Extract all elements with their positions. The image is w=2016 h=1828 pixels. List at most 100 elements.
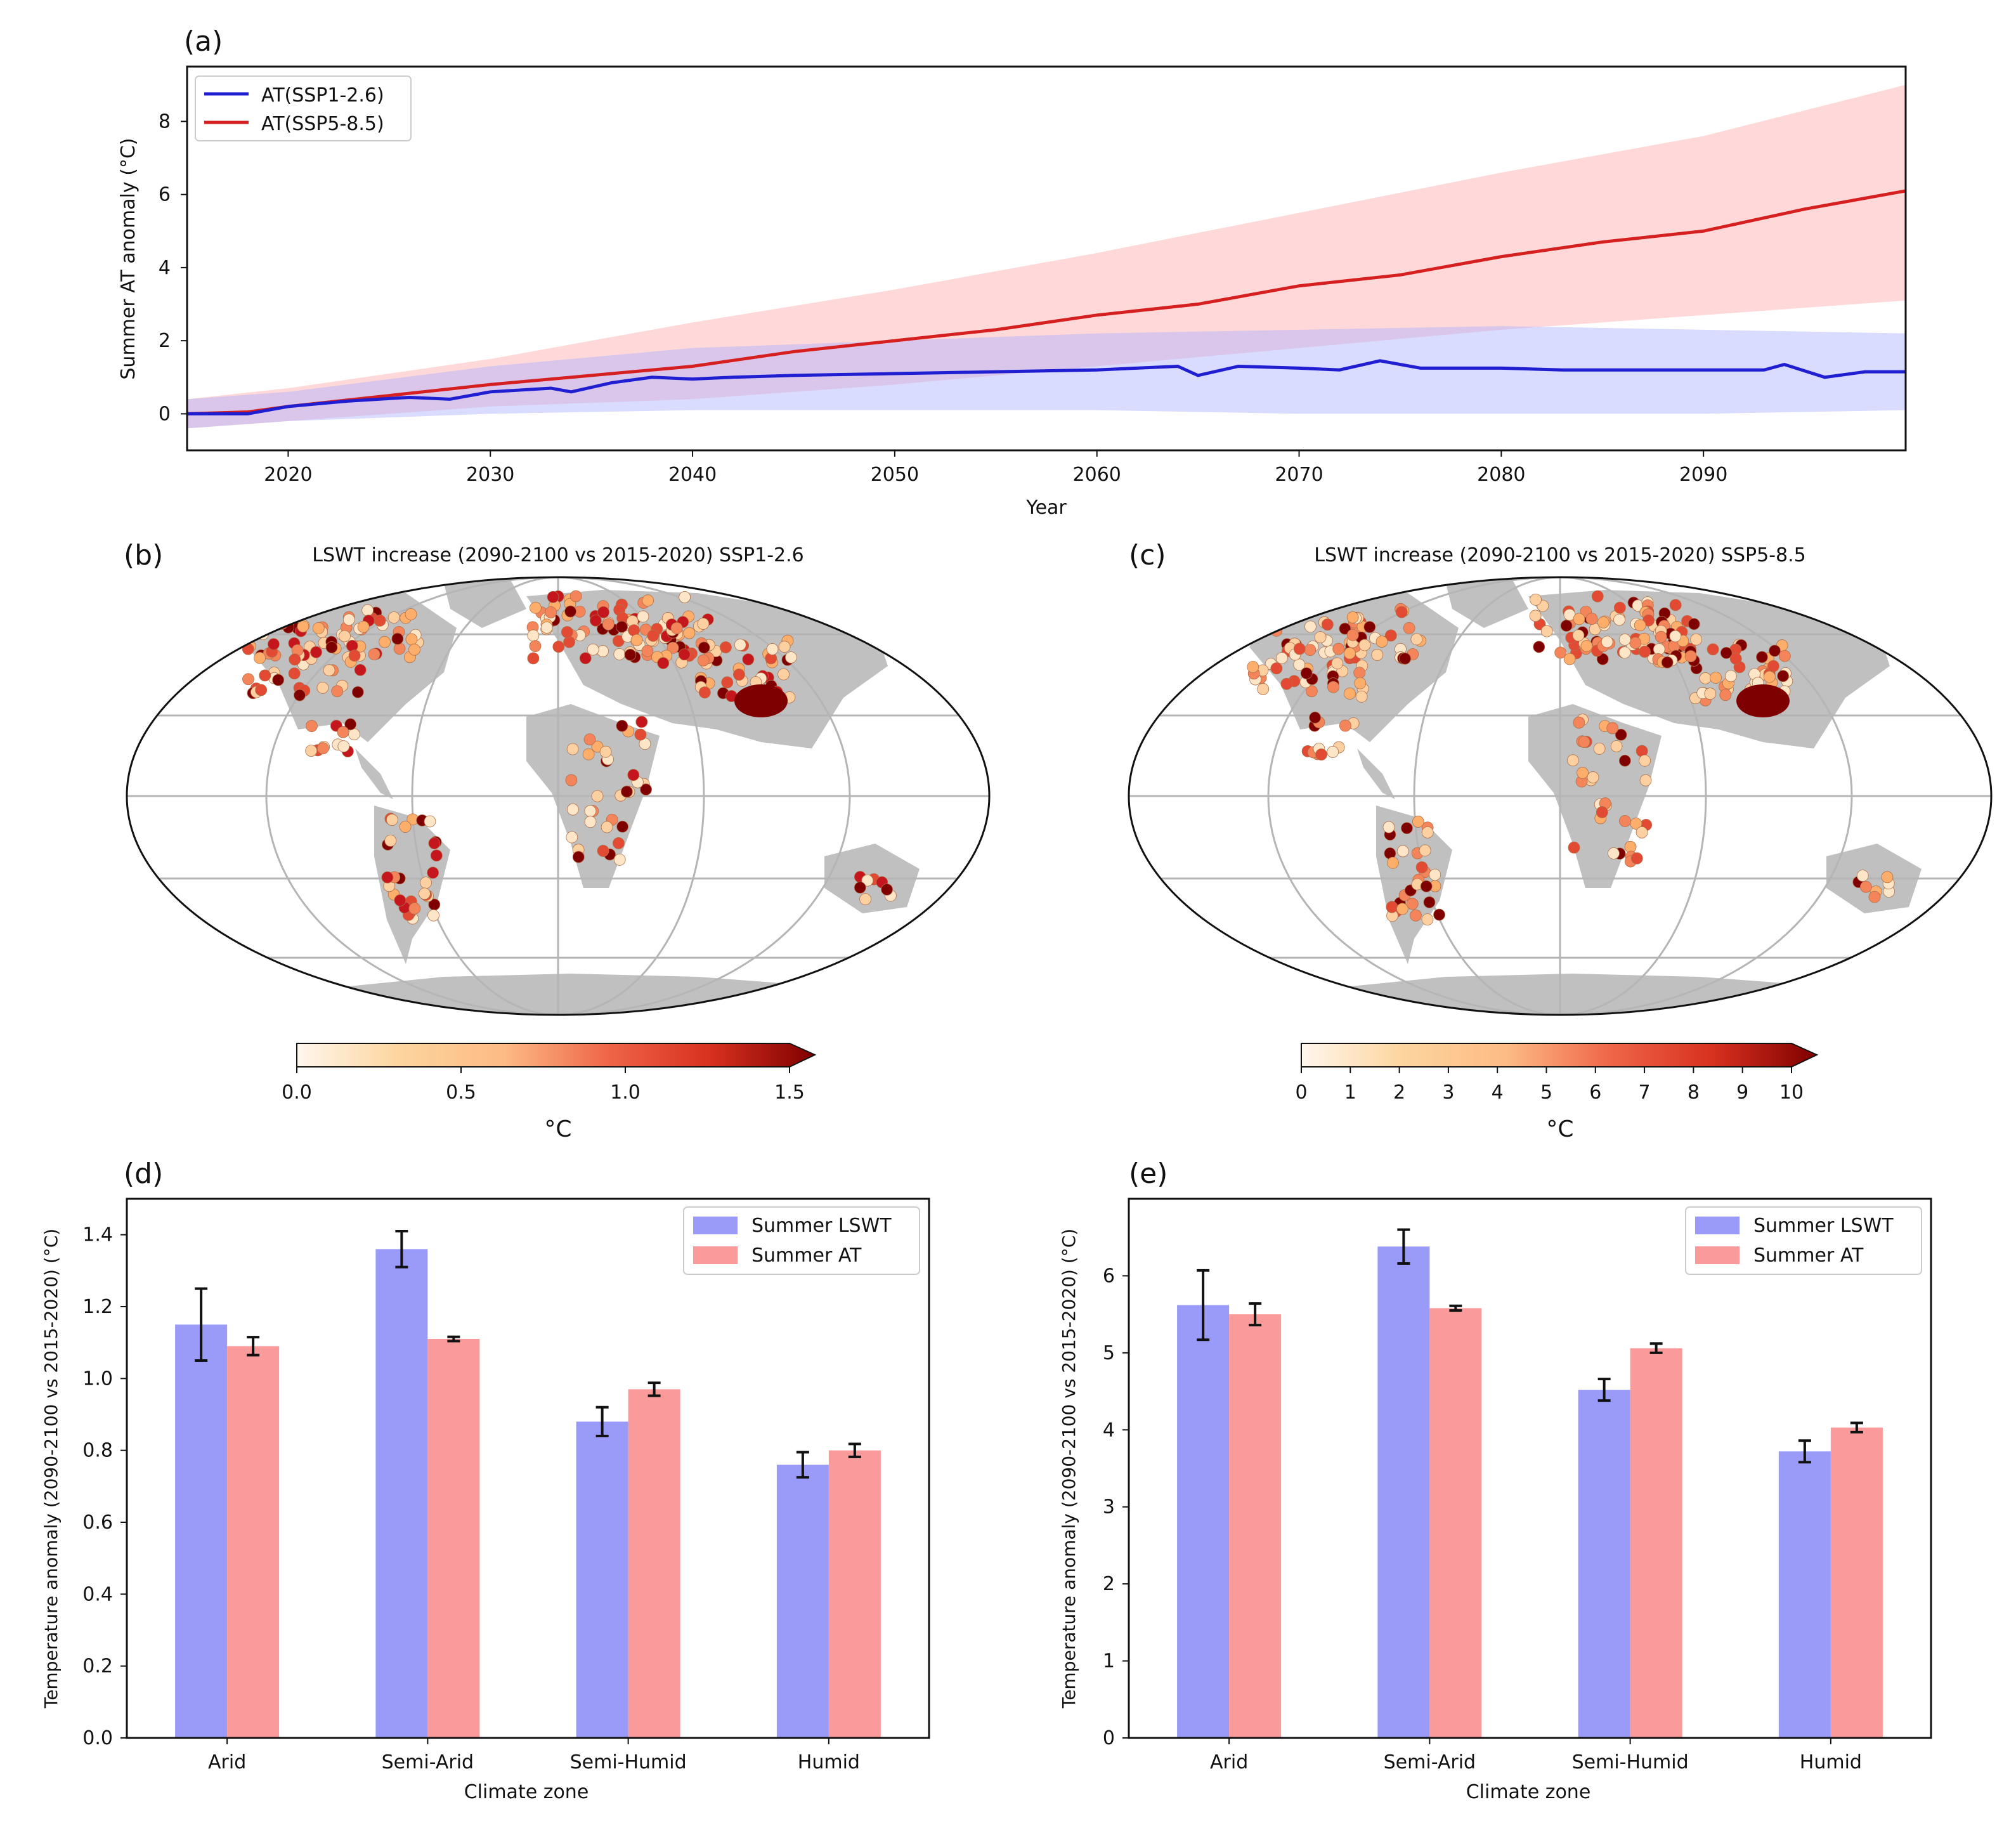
lake-point — [1619, 815, 1631, 827]
lake-point — [1421, 826, 1434, 839]
bar-at — [628, 1389, 680, 1738]
lake-point — [325, 641, 338, 653]
lake-point — [637, 610, 649, 623]
colorbar-tick-label: 1 — [1344, 1081, 1356, 1104]
lake-point — [1327, 681, 1339, 693]
lake-point — [1355, 690, 1368, 703]
lake-point — [294, 689, 306, 702]
lake-point — [1371, 649, 1384, 661]
lake-point — [1304, 620, 1317, 633]
lake-point — [1384, 629, 1397, 642]
lake-point — [250, 620, 263, 633]
lake-point — [620, 785, 633, 798]
lake-point — [1704, 688, 1717, 700]
y-tick-label: 0.4 — [82, 1583, 113, 1605]
bar-at — [1429, 1308, 1482, 1738]
legend-d: Summer LSWT Summer AT — [683, 1206, 920, 1275]
bar-lswt — [175, 1324, 228, 1738]
panel-label-d: (d) — [124, 1158, 163, 1190]
x-tick-label: 2060 — [1073, 464, 1121, 486]
y-tick-label: 0 — [159, 403, 171, 425]
lake-point — [881, 884, 893, 896]
lake-point — [1610, 740, 1623, 752]
bar-lswt — [576, 1421, 628, 1738]
colorbar-tick-label: 8 — [1688, 1081, 1700, 1104]
lake-point — [297, 620, 309, 633]
category-label: Arid — [208, 1751, 246, 1773]
lake-point — [1332, 643, 1345, 655]
lake-point — [1387, 856, 1399, 869]
lake-point — [597, 845, 609, 857]
lake-point — [667, 641, 679, 654]
lake-point — [405, 633, 418, 646]
lake-point — [1613, 601, 1626, 614]
y-tick-label: 2 — [159, 330, 171, 352]
lake-point — [1634, 619, 1646, 632]
lake-point — [616, 620, 628, 633]
panel-label-a: (a) — [184, 25, 223, 58]
lake-point — [405, 608, 417, 620]
lake-point — [742, 653, 755, 665]
lake-point — [381, 871, 394, 884]
y-tick-label: 6 — [1103, 1265, 1115, 1287]
bar-chart-d: Arid Semi-Arid Semi-Humid Humid 0.0 0.2 0.4 0.6… — [41, 1198, 930, 1803]
lake-point — [601, 821, 613, 833]
lake-point — [393, 643, 406, 655]
lake-point — [1410, 909, 1422, 922]
lake-point — [563, 636, 576, 648]
bar-at — [1830, 1427, 1883, 1738]
bar-lswt — [1578, 1390, 1630, 1738]
lake-point — [579, 652, 592, 665]
legend-label-at: Summer AT — [751, 1244, 862, 1267]
lake-point — [547, 591, 559, 603]
lake-point — [584, 805, 597, 818]
lake-point — [591, 790, 604, 802]
lake-points-b — [242, 590, 897, 925]
bar-chart-e: Arid Semi-Arid Semi-Humid Humid 0 1 2 3 4 5 6 Clim… — [1058, 1198, 1932, 1803]
lake-point — [1767, 660, 1779, 672]
lake-point — [1339, 622, 1351, 635]
lake-point — [642, 594, 654, 607]
lake-point — [1881, 871, 1894, 884]
lake-point — [564, 605, 576, 618]
lake-point — [1375, 636, 1388, 648]
lake-point — [657, 657, 670, 669]
lake-point — [1560, 620, 1573, 632]
legend-label-lswt: Summer LSWT — [1753, 1215, 1894, 1237]
lake-point — [597, 645, 609, 657]
x-tick-label: 2020 — [264, 464, 312, 486]
lake-point — [1763, 670, 1776, 683]
lake-point — [552, 641, 565, 653]
x-tick-label: 2080 — [1477, 464, 1525, 486]
lake-point — [1690, 633, 1703, 646]
legend-label-lswt: Summer LSWT — [751, 1215, 892, 1237]
series-line-ssp585 — [186, 189, 1906, 415]
y-axis-label-d: Temperature anomaly (2090-2100 vs 2015-2… — [41, 1229, 62, 1709]
lake-point — [1410, 633, 1423, 646]
bar-lswt — [776, 1465, 829, 1738]
y-tick-label: 8 — [159, 110, 171, 133]
lake-point — [1315, 748, 1327, 761]
x-tick-label: 2090 — [1679, 464, 1727, 486]
lake-point — [331, 685, 344, 698]
bar-at — [1229, 1314, 1282, 1738]
lake-point — [1653, 643, 1665, 656]
lake-point — [1593, 742, 1606, 755]
bar-lswt — [1377, 1246, 1430, 1738]
category-label: Semi-Humid — [1572, 1751, 1689, 1773]
line-chart-a: 2020 2030 2040 2050 2060 2070 2080 2090 0 2 4 6 8 Y… — [117, 65, 1907, 519]
category-label: Humid — [798, 1751, 860, 1773]
lake-point — [1608, 847, 1620, 859]
y-tick-label: 1.4 — [82, 1224, 113, 1246]
legend-swatch-lswt — [693, 1217, 738, 1234]
lake-point — [1396, 903, 1408, 915]
land-masses-c — [1249, 577, 1922, 1015]
lake-point — [1420, 880, 1433, 892]
lake-point — [316, 742, 329, 755]
lake-point — [565, 774, 578, 787]
panel-label-b: (b) — [124, 539, 163, 571]
lake-point — [408, 643, 420, 656]
lake-point — [1720, 646, 1733, 659]
hotspot-cluster — [1736, 684, 1790, 717]
lake-point — [1415, 861, 1428, 873]
